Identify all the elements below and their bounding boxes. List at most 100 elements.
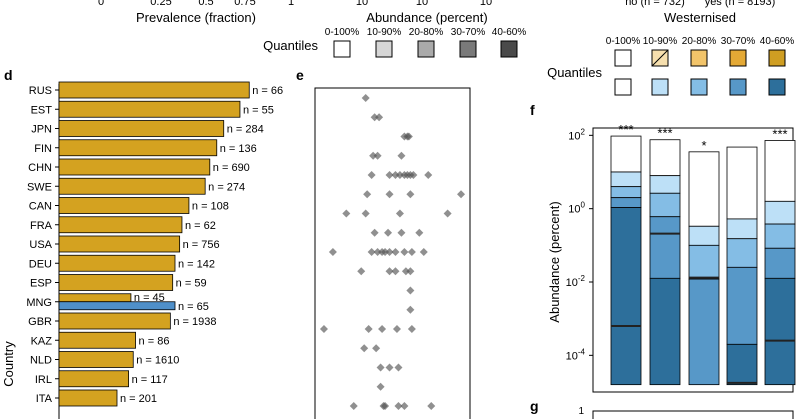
point-USA-0: [328, 248, 337, 256]
bar-GBR: [58, 312, 171, 330]
point-ITA-3: [394, 402, 403, 410]
bar-label-IRL: n = 117: [132, 374, 168, 386]
country-label-ESP: ESP: [30, 278, 52, 290]
box-4-band-3: [764, 247, 796, 279]
bar-FIN: [58, 139, 218, 157]
panel-d-bar-chart: Country RUS n = 66 EST n = 55 JPN n = 284 FIN n…: [1, 81, 283, 419]
box-3-band-0: [726, 146, 758, 220]
country-label-IRL: IRL: [35, 374, 52, 386]
point-USA-4: [381, 248, 390, 256]
bar-SWE: [58, 177, 206, 195]
box-2-band-3: [688, 278, 720, 386]
bar-FRA: [58, 216, 183, 234]
bar-label-KAZ: n = 86: [139, 335, 170, 347]
box-4-band-2: [764, 223, 796, 249]
legend-blue-swatch-0: [614, 78, 632, 96]
panel-f-ytick-label-2: 10-2: [566, 274, 586, 289]
country-label-EST: EST: [31, 104, 53, 116]
bar-USA: [58, 235, 181, 253]
point-USA-5: [385, 248, 394, 256]
point-MNG-0: [406, 305, 415, 314]
box-2-significance: *: [701, 138, 706, 153]
country-label-ITA: ITA: [36, 393, 53, 405]
box-0-band-0: [610, 135, 642, 173]
bar-JPN: [58, 120, 225, 137]
country-label-GBR: GBR: [28, 316, 52, 328]
legend-color-label-1: 10-90%: [643, 36, 678, 47]
point-CAN-2: [395, 209, 404, 218]
country-label-DEU: DEU: [29, 258, 52, 270]
legend-gray-swatch-0: [333, 40, 351, 58]
bar-DEU: [58, 254, 176, 272]
tick-c-0: no (n = 732): [625, 0, 685, 8]
legend-gray-label-4: 40-60%: [492, 27, 527, 38]
box-2-band-2: [688, 244, 720, 280]
point-KAZ-1: [372, 344, 381, 353]
point-NLD-0: [376, 363, 385, 372]
tick-b-0: 10: [356, 0, 368, 8]
country-label-JPN: JPN: [31, 124, 52, 136]
point-RUS-0: [361, 94, 370, 102]
axis-label-abundance-f: Abundance (percent): [547, 201, 562, 322]
point-ITA-2: [381, 402, 390, 410]
point-ESP-0: [406, 286, 415, 295]
quantile-legend-color: Quantiles 0-100% 10-90% 20-80% 30-70% 40-60%: [547, 36, 795, 96]
point-FIN-2: [397, 151, 406, 160]
point-IRL-0: [376, 382, 385, 391]
point-SWE-2: [406, 190, 415, 199]
box-4-band-1: [764, 200, 796, 225]
point-DEU-0: [357, 267, 366, 276]
bar-IRL: [58, 370, 129, 388]
point-GBR-1: [364, 325, 373, 333]
point-CHN-0: [367, 171, 376, 179]
point-CAN-1: [361, 209, 370, 218]
bar-CAN: [58, 197, 190, 214]
panel-f-ytick-label-0: 102: [568, 127, 585, 142]
point-GBR-0: [319, 325, 328, 333]
point-DEU-1: [385, 267, 394, 276]
legend-gray-swatch-2: [417, 40, 435, 58]
point-SWE-3: [457, 190, 466, 199]
bar-label-MNG-westernised: n = 65: [178, 301, 209, 313]
panel-g-ytick: 1: [578, 406, 584, 417]
point-ITA-4: [400, 402, 409, 410]
quantile-legend-gray: Quantiles 0-100% 10-90% 20-80% 30-70% 40-60%: [263, 27, 527, 58]
country-label-RUS: RUS: [29, 85, 52, 97]
legend-blue-swatch-4: [768, 78, 786, 96]
box-1-significance: ***: [657, 126, 672, 141]
box-0-significance: ***: [618, 122, 633, 137]
bar-MNG-westernised: [58, 301, 176, 311]
bar-label-RUS: n = 66: [252, 85, 283, 97]
axis-label-country: Country: [1, 341, 16, 387]
box-4-significance: ***: [772, 126, 787, 141]
box-2-band-1: [688, 225, 720, 246]
bar-EST: [58, 100, 241, 118]
point-CHN-7: [409, 171, 418, 179]
bar-label-ESP: n = 59: [176, 278, 207, 290]
bar-NLD: [58, 351, 134, 368]
tick-b-1: 10: [416, 0, 428, 8]
box-3-band-1: [726, 218, 758, 240]
panel-letter-e: e: [296, 67, 304, 83]
tick-a-0: 0: [98, 0, 104, 8]
point-DEU-2: [391, 267, 400, 276]
bar-label-CAN: n = 108: [192, 201, 229, 213]
box-0-band-3: [610, 197, 642, 208]
point-FIN-0: [369, 151, 378, 160]
legend-color-label-4: 40-60%: [760, 36, 795, 47]
box-3-band-2: [726, 238, 758, 268]
bar-label-FRA: n = 62: [185, 220, 216, 232]
country-label-USA: USA: [29, 239, 52, 251]
point-SWE-0: [363, 190, 372, 199]
point-CHN-1: [385, 171, 394, 179]
legend-color-label-0: 0-100%: [606, 36, 641, 47]
point-SWE-1: [385, 190, 394, 199]
legend-gray-label-0: 0-100%: [325, 27, 360, 38]
panel-e-scatter: [314, 87, 471, 419]
legend-gray-label-3: 30-70%: [451, 27, 486, 38]
legend-blue-swatch-3: [729, 78, 747, 96]
point-CAN-0: [342, 209, 351, 218]
legend-blue-swatch-1: [651, 78, 669, 96]
country-label-CHN: CHN: [28, 162, 52, 174]
legend-gray-swatch-3: [459, 40, 477, 58]
